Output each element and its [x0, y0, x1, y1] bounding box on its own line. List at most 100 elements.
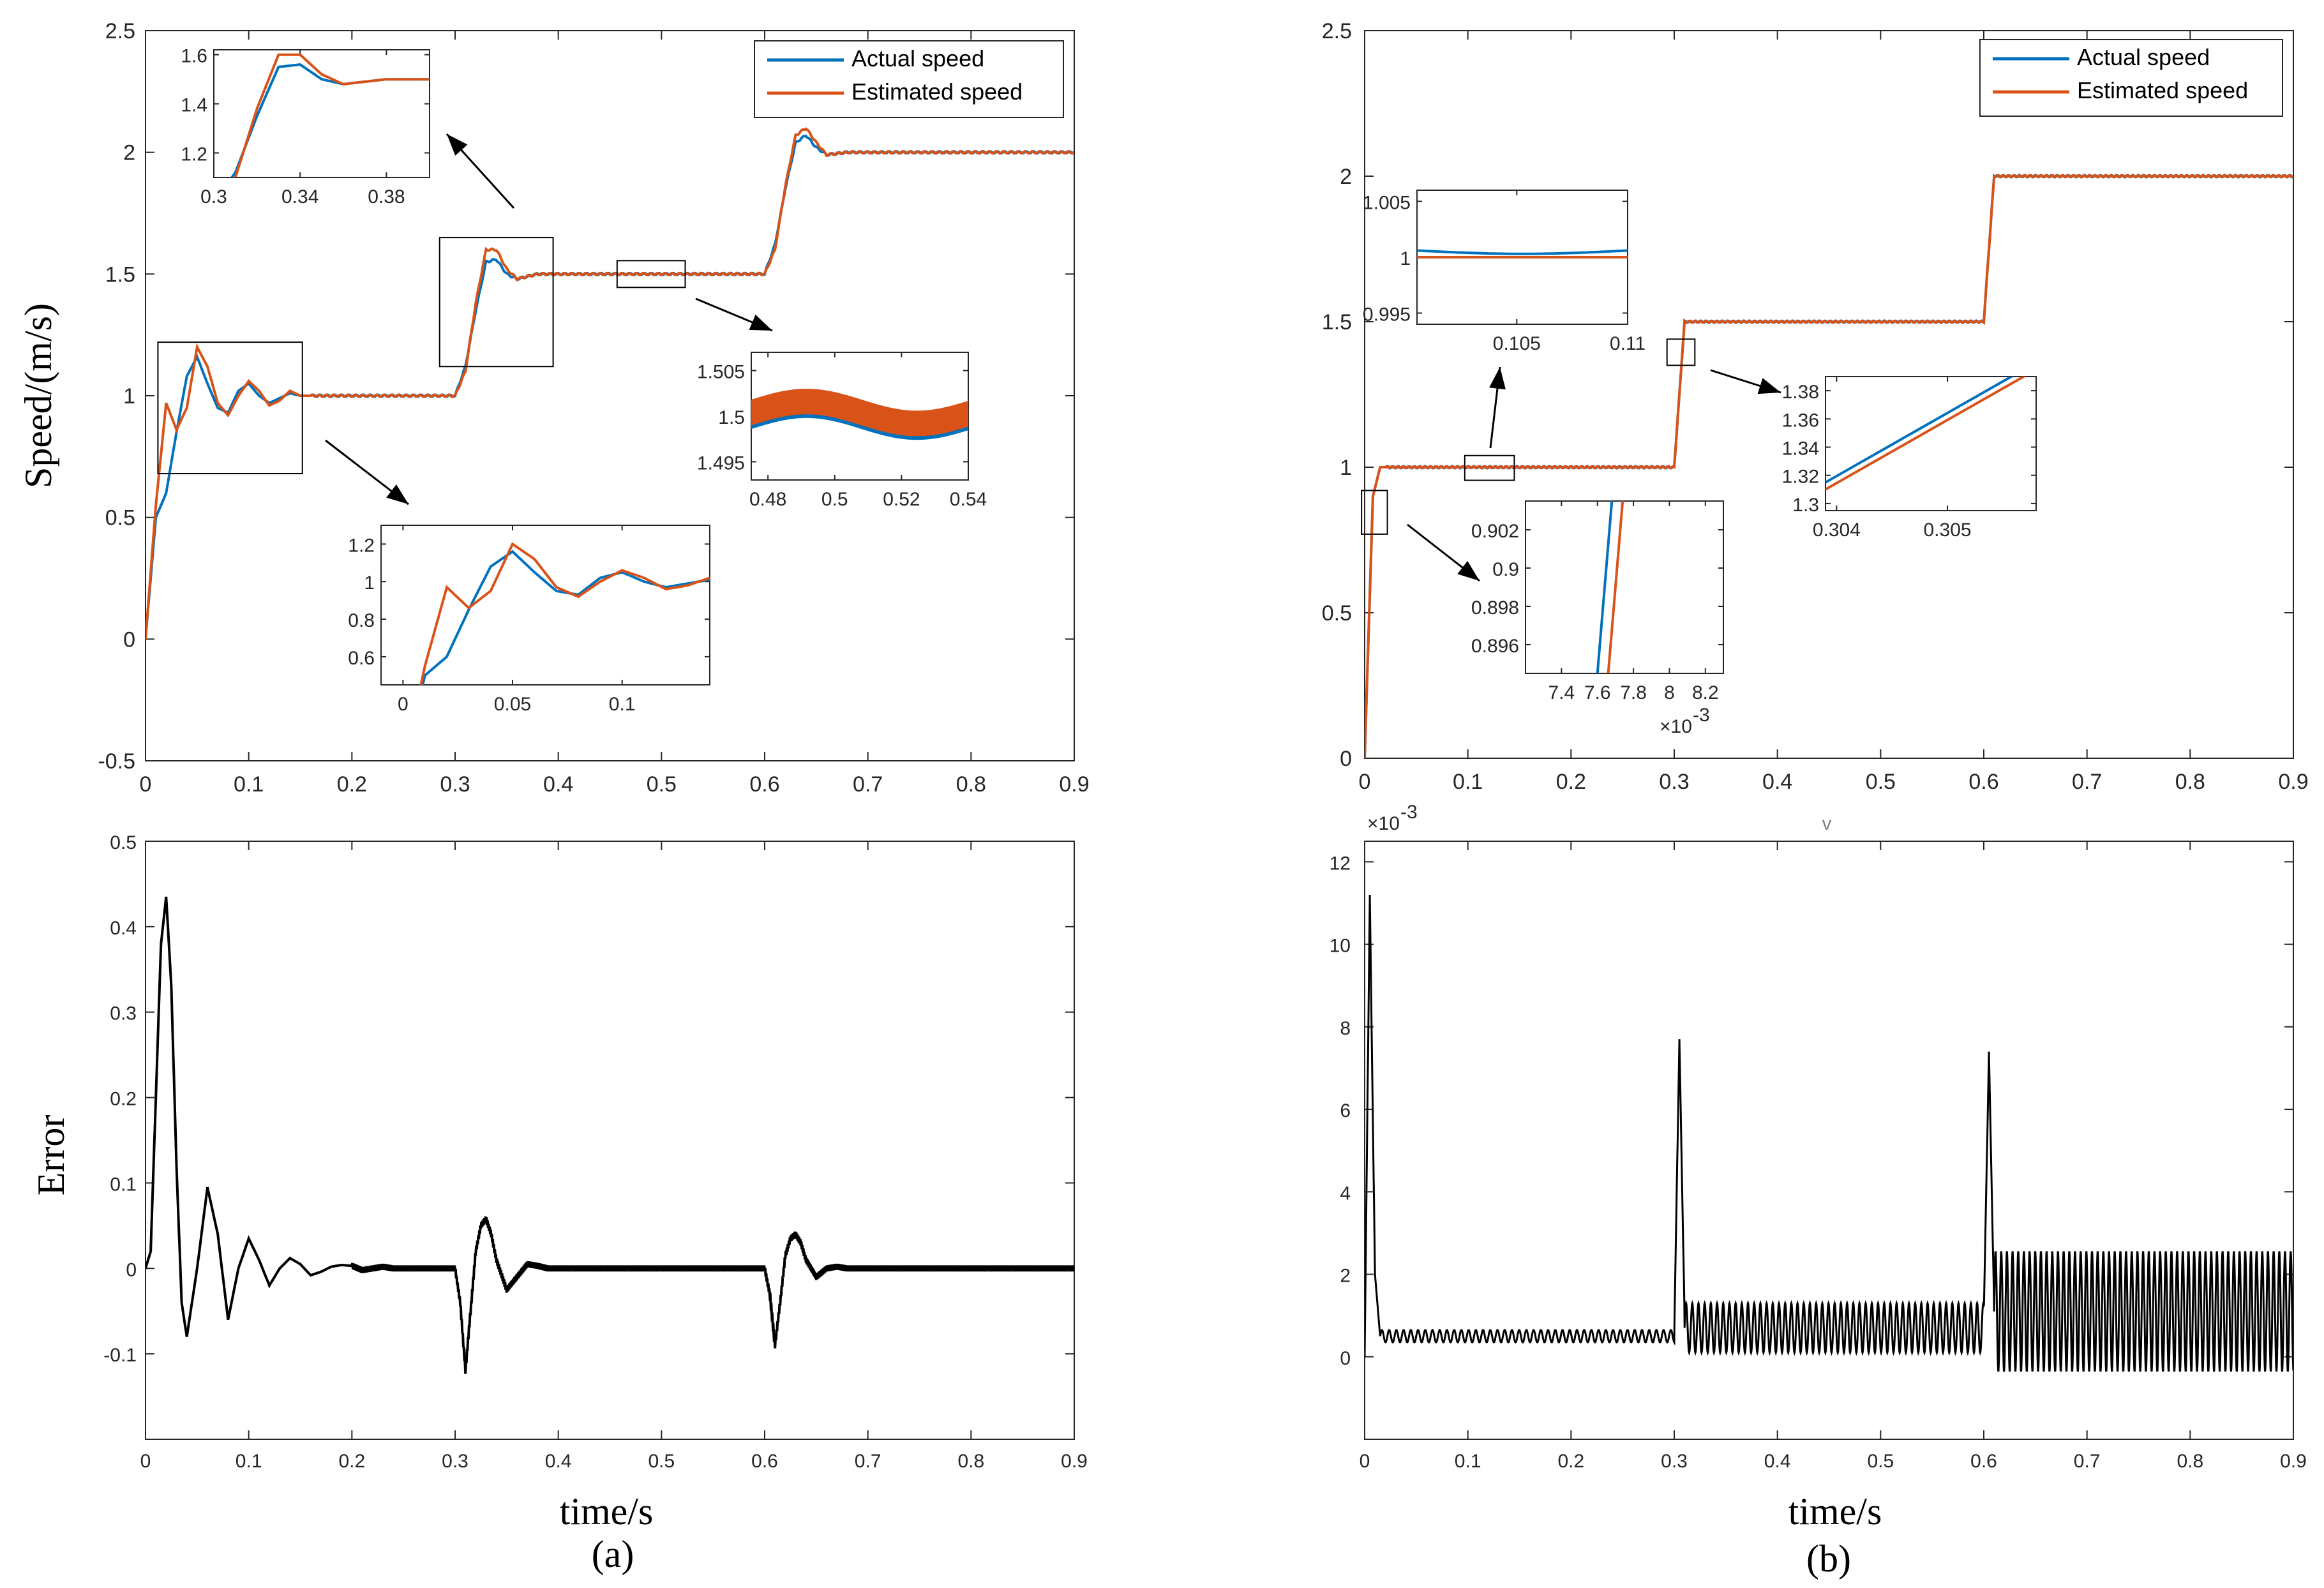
a-speed-inset-0-series-1: [234, 53, 430, 177]
a-speed-zoom-box-1: [439, 237, 554, 368]
b-speed-inset-0-series-0: [1417, 249, 1628, 255]
a-speed-ytick-label-2: 0.5: [105, 506, 135, 530]
a-speed-inset-0-xtick-label-2: 0.38: [368, 186, 405, 207]
b-speed-zoom-box-2: [1666, 338, 1696, 366]
a-error-xtick-label-6: 0.6: [751, 1451, 778, 1472]
b-speed-inset-2-ytick-label-2: 0.9: [1492, 559, 1519, 580]
a-speed-arrow-2: [325, 439, 409, 506]
b-speed-ytick-label-0: 0: [1340, 747, 1352, 771]
a-speed-inset-2-xtick-label-0: 0: [398, 694, 409, 715]
b-error-series-0: [1365, 894, 2293, 1372]
a-speed-xtick-label-5: 0.5: [647, 772, 677, 797]
b-error-exponent-power: -3: [1400, 802, 1418, 823]
b-error-xtick-label-7: 0.7: [2074, 1451, 2101, 1472]
b-speed-legend-label-0: Actual speed: [2077, 44, 2210, 70]
a-error-xlabel: time/s: [560, 1490, 654, 1532]
b-speed-inset-2-xtick-label-4: 8.2: [1692, 682, 1719, 703]
b-speed-inset-2-axes: 7.4 7.6 7.8 8 8.2 0.896 0.898 0.9 0.902: [1471, 500, 1724, 703]
a-error-frame: [145, 841, 1075, 1440]
b-speed-inset-2-xtick-label-0: 7.4: [1548, 682, 1575, 703]
b-speed-arrow-1: [1489, 366, 1506, 449]
a-error-xtick-label-7: 0.7: [855, 1451, 881, 1472]
b-speed-arrow-0-head: [1457, 560, 1480, 581]
b-speed-inset-2-xtick-label-1: 7.6: [1584, 682, 1611, 703]
a-error-xtick-label-5: 0.5: [648, 1451, 675, 1472]
b-error-ytick-label-3: 6: [1340, 1100, 1351, 1121]
b-speed-arrow-2: [1710, 369, 1781, 394]
a-error-ytick-label-1: 0: [126, 1259, 137, 1280]
a-speed-legend: Actual speed Estimated speed: [754, 40, 1064, 118]
a-error-ylabel: Error: [30, 1115, 72, 1196]
a-speed-arrow-1: [695, 297, 773, 332]
b-error-xtick-label-1: 0.1: [1455, 1451, 1481, 1472]
b-speed-inset-0-ytick-label-0: 0.995: [1363, 304, 1411, 326]
b-speed-inset-1-ytick-label-0: 1.3: [1792, 495, 1819, 516]
b-speed-xtick-label-4: 0.4: [1762, 770, 1792, 794]
a-error-xtick-label-0: 0: [140, 1451, 151, 1472]
a-error-ytick-label-4: 0.3: [110, 1003, 137, 1024]
b-error-xtick-label-0: 0: [1360, 1451, 1370, 1472]
a-speed-ytick-label-3: 1: [123, 384, 135, 408]
a-speed-inset-2-series-1: [419, 542, 710, 685]
b-speed-inset-2-xtick-label-2: 7.8: [1620, 682, 1647, 703]
b-speed-inset-1-frame: [1825, 376, 2037, 511]
a-speed-inset-1-series-0: [751, 392, 968, 440]
a-speed-inset-1-ytick-label-2: 1.505: [697, 362, 745, 383]
a-speed-inset-1-ytick-label-0: 1.495: [697, 453, 745, 474]
a-speed-xtick-label-1: 0.1: [234, 772, 264, 797]
b-speed-inset-1-series-1: [1825, 377, 2027, 491]
a-speed-series-1: [146, 127, 1074, 640]
b-speed-xtick-label-5: 0.5: [1866, 770, 1896, 794]
b-error-ytick-label-5: 10: [1330, 936, 1351, 957]
b-speed-ytick-label-3: 1.5: [1322, 310, 1352, 334]
b-speed-xtick-label-9: 0.9: [2278, 770, 2308, 794]
b-speed-inset-2-series-0: [1596, 501, 1614, 673]
b-speed-inset-0-xtick-label-0: 0.105: [1493, 333, 1541, 354]
a-speed-inset-2-xtick-label-2: 0.1: [609, 694, 636, 715]
b-error-xtick-label-5: 0.5: [1867, 1451, 1894, 1472]
b-speed-series-1: [1365, 174, 2293, 758]
b-speed-zoom-box-1: [1464, 454, 1515, 481]
b-error-xtick-label-2: 0.2: [1557, 1451, 1584, 1472]
a-error-xtick-label-8: 0.8: [957, 1451, 984, 1472]
b-error-ytick-label-0: 0: [1340, 1348, 1351, 1369]
b-speed-inset-1-ytick-label-1: 1.32: [1782, 467, 1819, 488]
b-speed-inset-1-ytick-label-3: 1.36: [1782, 410, 1819, 431]
b-error-xtick-label-3: 0.3: [1661, 1451, 1688, 1472]
plots-layer: 0 0.1 0.2 0.3 0.4 0.5 0.6 0.7 0.8 0.9-0.500.511.5…: [98, 19, 2308, 1472]
b-speed-inset-2-series-1: [1607, 501, 1624, 673]
a-speed-inset-0-ytick-label-1: 1.4: [181, 95, 207, 116]
b-speed-inset-1-ytick-label-2: 1.34: [1782, 438, 1819, 460]
a-error-axes: 0 0.1 0.2 0.3 0.4 0.5 0.6 0.7 0.8 0.9 -0.1 0 0.1 0.2 0…: [103, 832, 1088, 1472]
b-speed-inset-1-xtick-label-0: 0.304: [1813, 520, 1861, 541]
a-speed-inset-2-frame: [380, 525, 710, 685]
a-speed-inset-0-xtick-label-0: 0.3: [200, 186, 227, 207]
a-speed-inset-2-ytick-label-1: 0.8: [348, 610, 375, 631]
a-speed-xtick-label-7: 0.7: [853, 772, 883, 797]
a-error-xtick-label-4: 0.4: [545, 1451, 572, 1472]
b-speed-xtick-label-7: 0.7: [2072, 770, 2102, 794]
b-speed-xtick-label-8: 0.8: [2175, 770, 2205, 794]
a-speed-zoom-box-2: [616, 260, 686, 288]
a-speed-xtick-label-3: 0.3: [440, 772, 470, 797]
a-speed-inset-2-ytick-label-0: 0.6: [348, 648, 375, 669]
a-error-xtick-label-9: 0.9: [1061, 1451, 1088, 1472]
stray-mark: v: [1822, 813, 1832, 834]
a-speed-inset-2-ytick-label-2: 1: [364, 573, 375, 594]
a-speed-arrow-0: [446, 133, 515, 209]
b-speed-inset-2-frame: [1525, 500, 1724, 674]
b-speed-legend-box: [1979, 39, 2283, 117]
a-speed-legend-label-0: Actual speed: [851, 45, 984, 71]
b-speed-inset-2-exponent-power: -3: [1693, 705, 1710, 726]
a-speed-xtick-label-8: 0.8: [956, 772, 986, 797]
a-speed-inset-1-xtick-label-0: 0.48: [749, 489, 786, 510]
a-speed-inset-2-xtick-label-1: 0.05: [494, 694, 531, 715]
a-speed-inset-0-axes: 0.3 0.34 0.38 1.2 1.4 1.6: [181, 46, 430, 207]
a-error-xtick-label-2: 0.2: [338, 1451, 365, 1472]
b-speed-xtick-label-2: 0.2: [1556, 770, 1586, 794]
a-speed-inset-0-frame: [213, 49, 430, 178]
panel-label-a: (a): [592, 1533, 634, 1575]
b-error-exponent: ×10: [1367, 813, 1400, 834]
b-speed-inset-2-xtick-label-3: 8: [1664, 682, 1675, 703]
